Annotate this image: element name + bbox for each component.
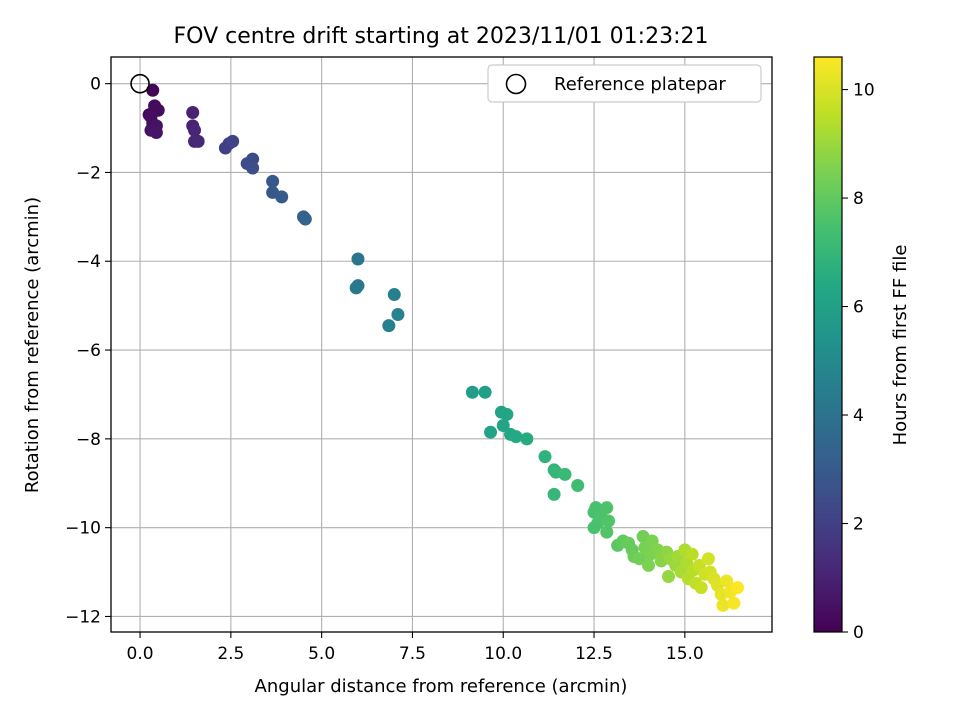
y-tick-label: −10 bbox=[65, 519, 101, 539]
colorbar-label: Hours from first FF file bbox=[890, 245, 911, 446]
data-point bbox=[351, 279, 365, 293]
data-point bbox=[275, 190, 289, 204]
data-point bbox=[146, 83, 160, 97]
data-point bbox=[602, 514, 616, 528]
data-point bbox=[571, 478, 585, 492]
x-tick-label: 2.5 bbox=[217, 644, 244, 664]
data-point bbox=[484, 425, 498, 439]
data-point bbox=[685, 547, 699, 561]
colorbar-tick-label: 4 bbox=[853, 406, 864, 426]
plot-frame bbox=[110, 56, 773, 633]
colorbar-tick-label: 10 bbox=[853, 81, 875, 101]
grid-lines bbox=[111, 57, 772, 632]
data-point bbox=[509, 430, 523, 444]
x-axis-ticks: 0.0 2.5 5.0 7.5 10.0 12.5 15.0 bbox=[127, 632, 704, 664]
colorbar-tick-label: 6 bbox=[853, 298, 864, 318]
y-tick-label: −12 bbox=[65, 607, 101, 627]
data-point bbox=[520, 432, 534, 446]
y-tick-label: −2 bbox=[76, 163, 101, 183]
data-point bbox=[246, 152, 260, 166]
colorbar-tick-label: 0 bbox=[853, 623, 864, 643]
y-tick-label: −8 bbox=[76, 430, 101, 450]
data-point bbox=[727, 596, 741, 610]
data-point bbox=[246, 161, 260, 175]
data-point bbox=[694, 581, 708, 595]
reference-marker bbox=[130, 73, 150, 94]
chart-title: FOV centre drift starting at 2023/11/01 … bbox=[174, 24, 709, 49]
colorbar-ticks: 0 2 4 6 8 10 bbox=[842, 81, 875, 643]
data-point bbox=[382, 319, 396, 333]
data-point bbox=[226, 134, 240, 148]
data-point bbox=[478, 385, 492, 399]
data-point bbox=[661, 569, 675, 583]
colorbar-gradient bbox=[813, 56, 843, 633]
data-point bbox=[716, 598, 730, 612]
data-point bbox=[496, 419, 510, 433]
data-point bbox=[266, 174, 280, 188]
y-tick-label: −6 bbox=[76, 341, 101, 361]
data-point bbox=[642, 558, 656, 572]
data-point bbox=[465, 385, 479, 399]
colorbar-tick-label: 8 bbox=[853, 189, 864, 209]
data-point bbox=[587, 521, 601, 535]
data-point bbox=[387, 288, 401, 302]
x-tick-label: 10.0 bbox=[484, 644, 522, 664]
data-point bbox=[720, 574, 734, 588]
data-point bbox=[547, 487, 561, 501]
y-axis-ticks: 0 −2 −4 −6 −8 −10 −12 bbox=[65, 75, 111, 627]
legend-marker-icon bbox=[505, 73, 527, 95]
data-points bbox=[142, 83, 744, 612]
x-tick-label: 15.0 bbox=[666, 644, 704, 664]
data-point bbox=[538, 450, 552, 464]
x-tick-label: 0.0 bbox=[127, 644, 154, 664]
x-tick-label: 5.0 bbox=[308, 644, 335, 664]
legend: Reference platepar bbox=[487, 64, 762, 103]
x-tick-label: 12.5 bbox=[575, 644, 613, 664]
data-point bbox=[632, 552, 646, 566]
data-point bbox=[351, 252, 365, 266]
colorbar: 0 2 4 6 8 10 Hours from first FF file bbox=[813, 56, 911, 643]
data-point bbox=[186, 106, 200, 120]
colorbar-tick-label: 2 bbox=[853, 515, 864, 535]
y-axis-label: Rotation from reference (arcmin) bbox=[22, 197, 43, 493]
data-point bbox=[188, 123, 202, 137]
x-axis-label: Angular distance from reference (arcmin) bbox=[255, 676, 628, 697]
data-point bbox=[298, 212, 312, 226]
data-point bbox=[500, 407, 514, 421]
x-tick-label: 7.5 bbox=[399, 644, 426, 664]
data-point bbox=[600, 501, 614, 515]
data-point bbox=[558, 467, 572, 481]
data-point bbox=[149, 125, 163, 139]
y-tick-label: −4 bbox=[76, 252, 101, 272]
legend-box bbox=[487, 64, 762, 103]
legend-label: Reference platepar bbox=[554, 74, 726, 95]
data-point bbox=[730, 581, 744, 595]
y-tick-label: 0 bbox=[90, 75, 101, 95]
data-point bbox=[191, 134, 205, 148]
data-point bbox=[701, 552, 715, 566]
data-point bbox=[600, 525, 614, 539]
data-point bbox=[391, 308, 405, 322]
